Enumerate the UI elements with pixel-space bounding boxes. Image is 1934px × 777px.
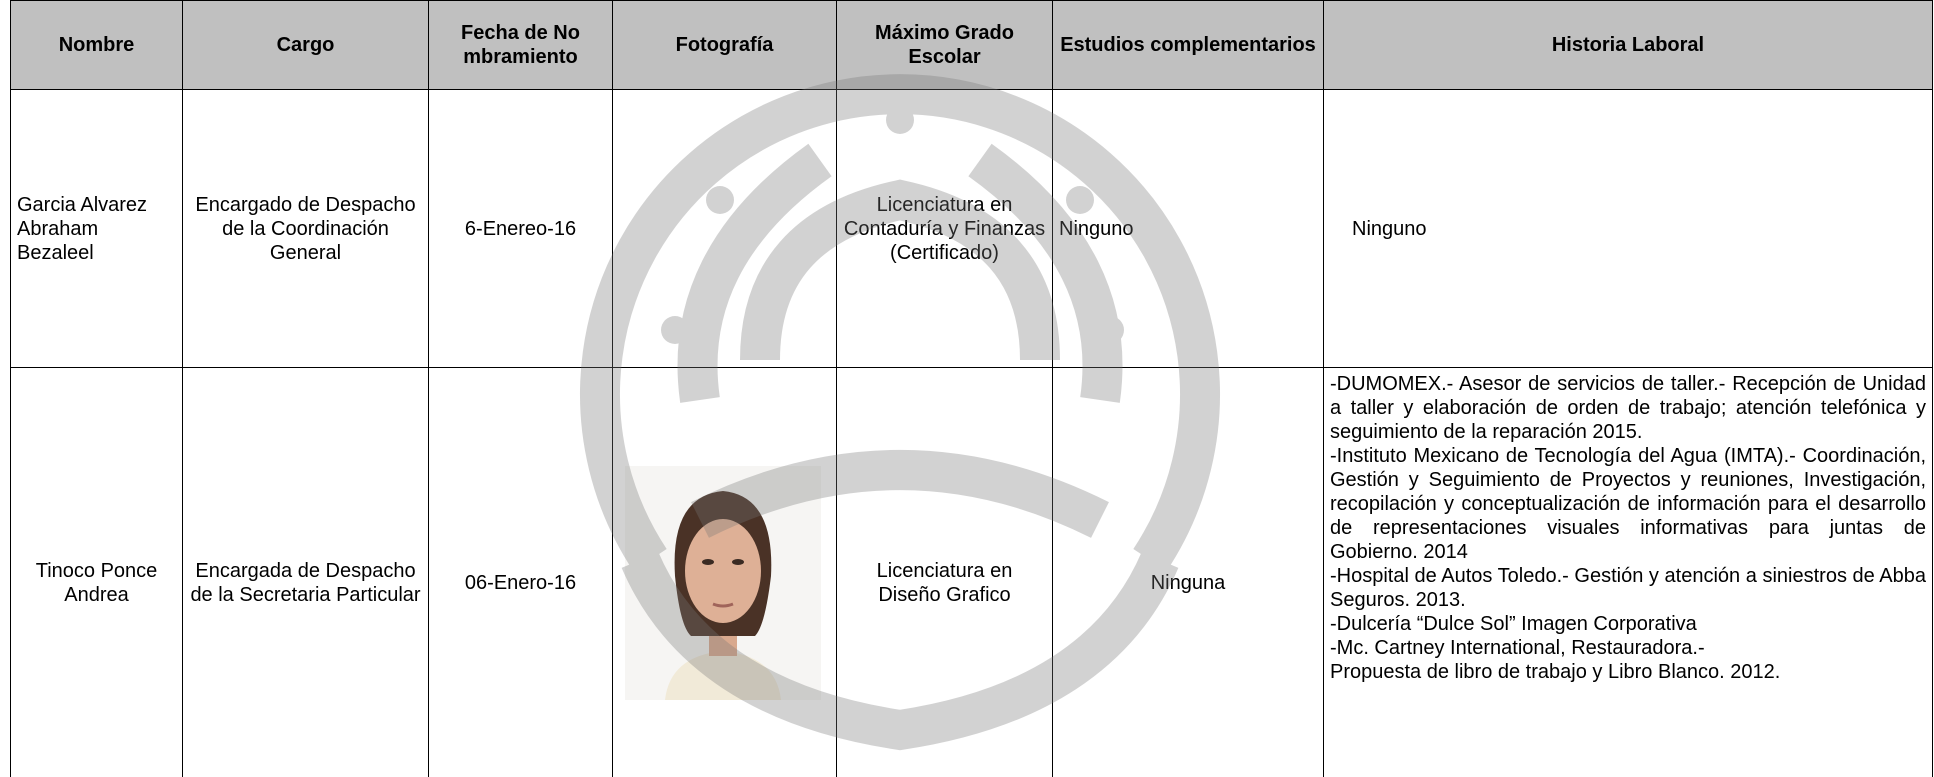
estudios: Ninguno bbox=[1052, 89, 1324, 368]
row: Tinoco Ponce Andrea Encargada de Despach… bbox=[10, 367, 1933, 777]
row: Garcia Alvarez Abraham Bezaleel Encargad… bbox=[10, 89, 1933, 368]
history-entry: -DUMOMEX.- Asesor de servicios de taller… bbox=[1330, 373, 1926, 443]
nombre: Tinoco Ponce Andrea bbox=[10, 367, 183, 777]
cargo: Encargada de Despacho de la Secretaria P… bbox=[182, 367, 429, 777]
grado: Licenciatura en Diseño Grafico bbox=[836, 367, 1053, 777]
header-cell: Historia Laboral bbox=[1323, 0, 1933, 90]
photo-cell bbox=[612, 89, 837, 368]
photo-cell bbox=[612, 367, 837, 777]
header-text: Fecha de Nombramiento bbox=[461, 22, 580, 68]
header-cell: Máximo Grado Escolar bbox=[836, 0, 1053, 90]
history-entry: Ninguno bbox=[1352, 217, 1427, 240]
header-cell: Cargo bbox=[182, 0, 429, 90]
header-cell: Fotografía bbox=[612, 0, 837, 90]
history-entry: -Instituto Mexicano de Tecnología del Ag… bbox=[1330, 445, 1926, 563]
history-entry: -Mc. Cartney International, Restauradora… bbox=[1330, 637, 1705, 659]
cargo: Encargado de Despacho de la Coordinación… bbox=[182, 89, 429, 368]
history-entry: Propuesta de libro de trabajo y Libro Bl… bbox=[1330, 661, 1781, 683]
historia: -DUMOMEX.- Asesor de servicios de taller… bbox=[1323, 367, 1933, 777]
header-cell: Nombre bbox=[10, 0, 183, 90]
photo bbox=[625, 465, 821, 700]
header-cell: Estudios complementarios bbox=[1052, 0, 1324, 90]
historia: Ninguno bbox=[1323, 89, 1933, 368]
fecha: 06-Enero-16 bbox=[428, 367, 613, 777]
header-row: Nombre Cargo Fecha de Nombramiento Fotog… bbox=[10, 0, 1933, 90]
history-entry: -Dulcería “Dulce Sol” Imagen Corporativa bbox=[1330, 613, 1697, 635]
history-entry: -Hospital de Autos Toledo.- Gestión y at… bbox=[1330, 565, 1926, 611]
nombre: Garcia Alvarez Abraham Bezaleel bbox=[10, 89, 183, 368]
grado: Licenciatura en Contaduría y Finanzas (C… bbox=[836, 89, 1053, 368]
staff-table: Nombre Cargo Fecha de Nombramiento Fotog… bbox=[10, 0, 1933, 777]
header-cell: Fecha de Nombramiento bbox=[428, 0, 613, 90]
fecha: 6-Enereo-16 bbox=[428, 89, 613, 368]
estudios: Ninguna bbox=[1052, 367, 1324, 777]
